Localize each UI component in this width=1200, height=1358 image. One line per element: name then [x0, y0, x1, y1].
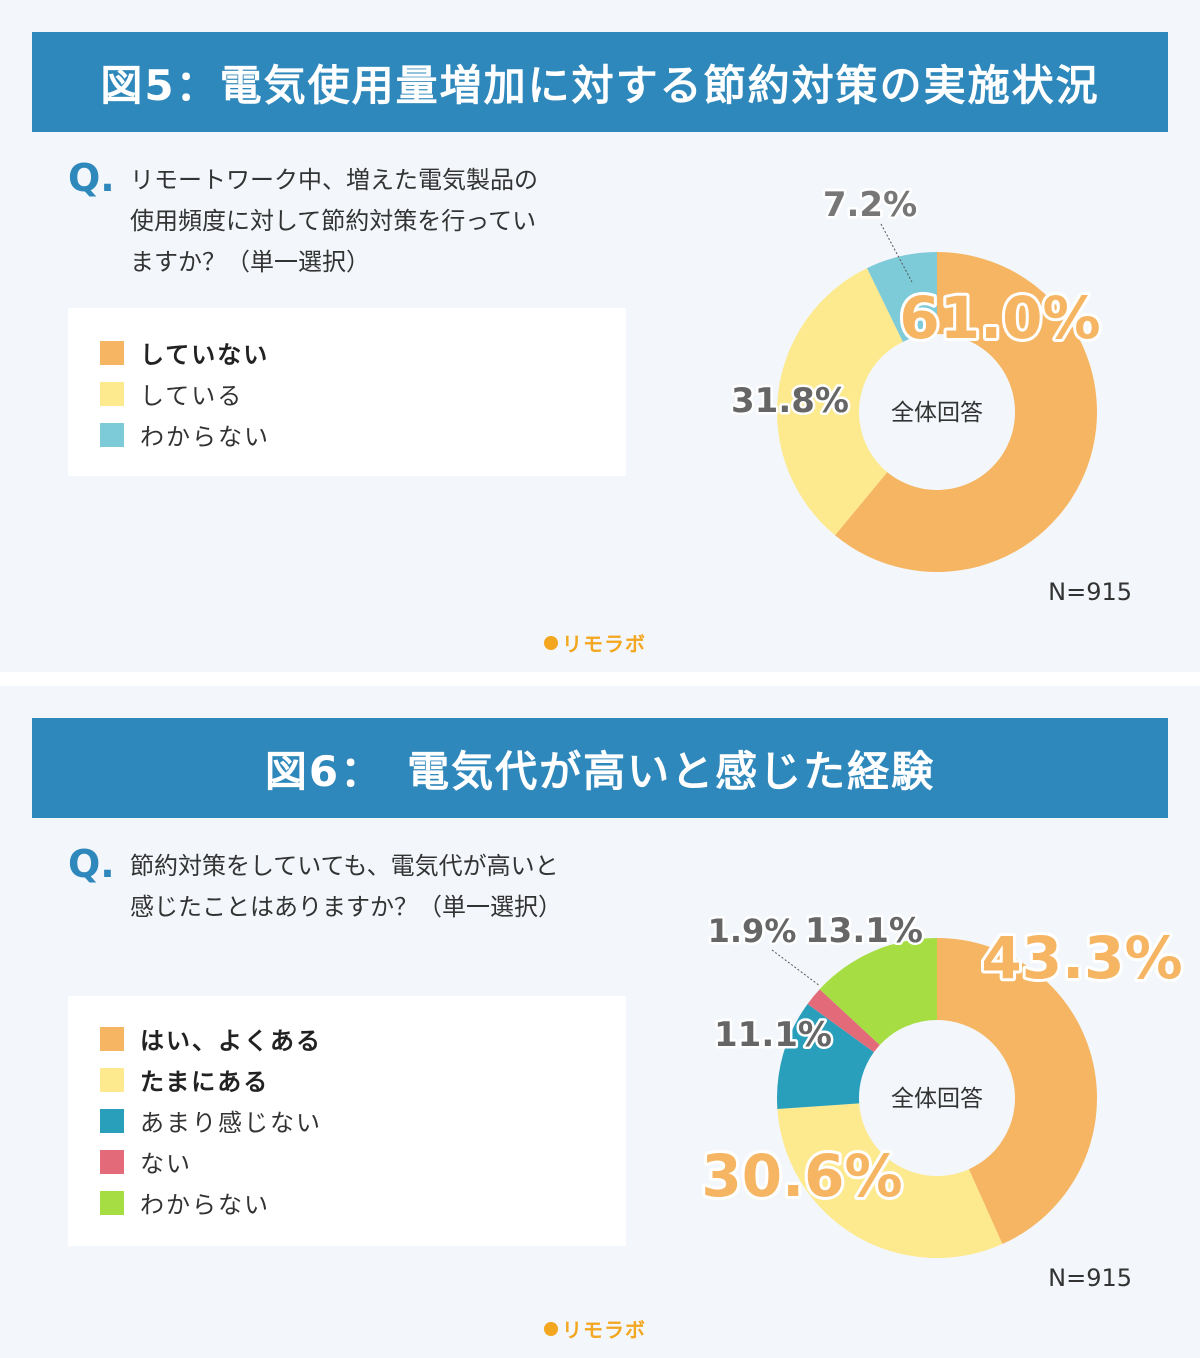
donut-slice [777, 1003, 874, 1110]
slice-value-label: 61.0% [899, 284, 1100, 352]
donut-chart: 全体回答 43.3% 30.6% 11.1% 1.9% 13.1% [700, 909, 1186, 1258]
brand-logo: リモラボ [544, 628, 646, 657]
legend-item: わからない [100, 414, 626, 455]
figure-title-bar: 図6： 電気代が高いと感じた経験 [32, 718, 1168, 818]
figure-title: 図5：電気使用量増加に対する節約対策の実施状況 [100, 60, 1100, 110]
legend-label: していない [140, 341, 270, 369]
orange-square-icon [100, 340, 124, 365]
donut-slice [937, 938, 1097, 1245]
donut-chart: 全体回答 61.0% 31.8% 7.2% [729, 183, 1104, 572]
question-text: リモートワーク中、増えた電気製品の 使用頻度に対して節約対策を行ってい ますか？… [130, 166, 538, 276]
brand-dot-icon [544, 1321, 558, 1336]
legend-label: たまにある [140, 1068, 270, 1096]
donut-slice [807, 989, 880, 1053]
legend-label: はい、よくある [140, 1027, 322, 1055]
legend-label: わからない [140, 1191, 270, 1219]
legend-item: している [100, 373, 626, 414]
brand-name: リモラボ [562, 632, 646, 656]
green-square-icon [100, 1190, 124, 1215]
pink-square-icon [100, 1149, 124, 1174]
donut-slice [835, 252, 1097, 572]
yellow-square-icon [100, 381, 124, 406]
legend-item: していない [100, 332, 626, 373]
legend-item: はい、よくある [100, 1018, 626, 1059]
question-mark-label: Q. [68, 842, 115, 886]
question-block: Q. 節約対策をしていても、電気代が高いと 感じたことはありますか？（単一選択） [68, 842, 658, 928]
leader-line [880, 223, 913, 283]
legend-item: あまり感じない [100, 1100, 626, 1141]
slice-value-label: 13.1% [805, 911, 923, 951]
figure-6-panel: 図6： 電気代が高いと感じた経験 Q. 節約対策をしていても、電気代が高いと 感… [0, 686, 1200, 1358]
teal-square-icon [100, 1108, 124, 1133]
sample-size-label: N=915 [1048, 1264, 1132, 1292]
donut-center-label: 全体回答 [891, 400, 983, 426]
light-blue-square-icon [100, 422, 124, 447]
donut-slice [867, 252, 937, 342]
figure-5-panel: 図5：電気使用量増加に対する節約対策の実施状況 Q. リモートワーク中、増えた電… [0, 0, 1200, 672]
question-block: Q. リモートワーク中、増えた電気製品の 使用頻度に対して節約対策を行ってい ま… [68, 156, 658, 283]
slice-value-label: 43.3% [981, 924, 1182, 992]
donut-slice [777, 1103, 1003, 1258]
slice-value-label: 30.6% [701, 1142, 902, 1210]
brand-logo: リモラボ [544, 1314, 646, 1343]
legend-label: わからない [140, 423, 270, 451]
leader-line [771, 949, 821, 987]
legend: はい、よくある たまにある あまり感じない ない わからない [68, 996, 626, 1246]
legend: していない している わからない [68, 308, 626, 476]
legend-label: ない [140, 1150, 192, 1178]
question-text: 節約対策をしていても、電気代が高いと 感じたことはありますか？（単一選択） [130, 852, 562, 921]
legend-label: している [140, 382, 244, 410]
slice-value-label: 11.1% [714, 1015, 832, 1055]
donut-slice [819, 938, 937, 1045]
brand-name: リモラボ [562, 1318, 646, 1342]
brand-dot-icon [544, 635, 558, 650]
yellow-square-icon [100, 1067, 124, 1092]
legend-label: あまり感じない [140, 1109, 322, 1137]
figure-title-bar: 図5：電気使用量増加に対する節約対策の実施状況 [32, 32, 1168, 132]
donut-slice [777, 268, 903, 536]
slice-value-label: 7.2% [823, 185, 917, 225]
orange-square-icon [100, 1026, 124, 1051]
legend-item: たまにある [100, 1059, 626, 1100]
sample-size-label: N=915 [1048, 578, 1132, 606]
legend-item: ない [100, 1141, 626, 1182]
figure-title: 図6： 電気代が高いと感じた経験 [264, 746, 936, 796]
question-mark-label: Q. [68, 156, 115, 200]
slice-value-label: 31.8% [731, 381, 849, 421]
slice-value-label: 1.9% [708, 912, 797, 950]
legend-item: わからない [100, 1182, 626, 1223]
donut-center-label: 全体回答 [891, 1086, 983, 1112]
